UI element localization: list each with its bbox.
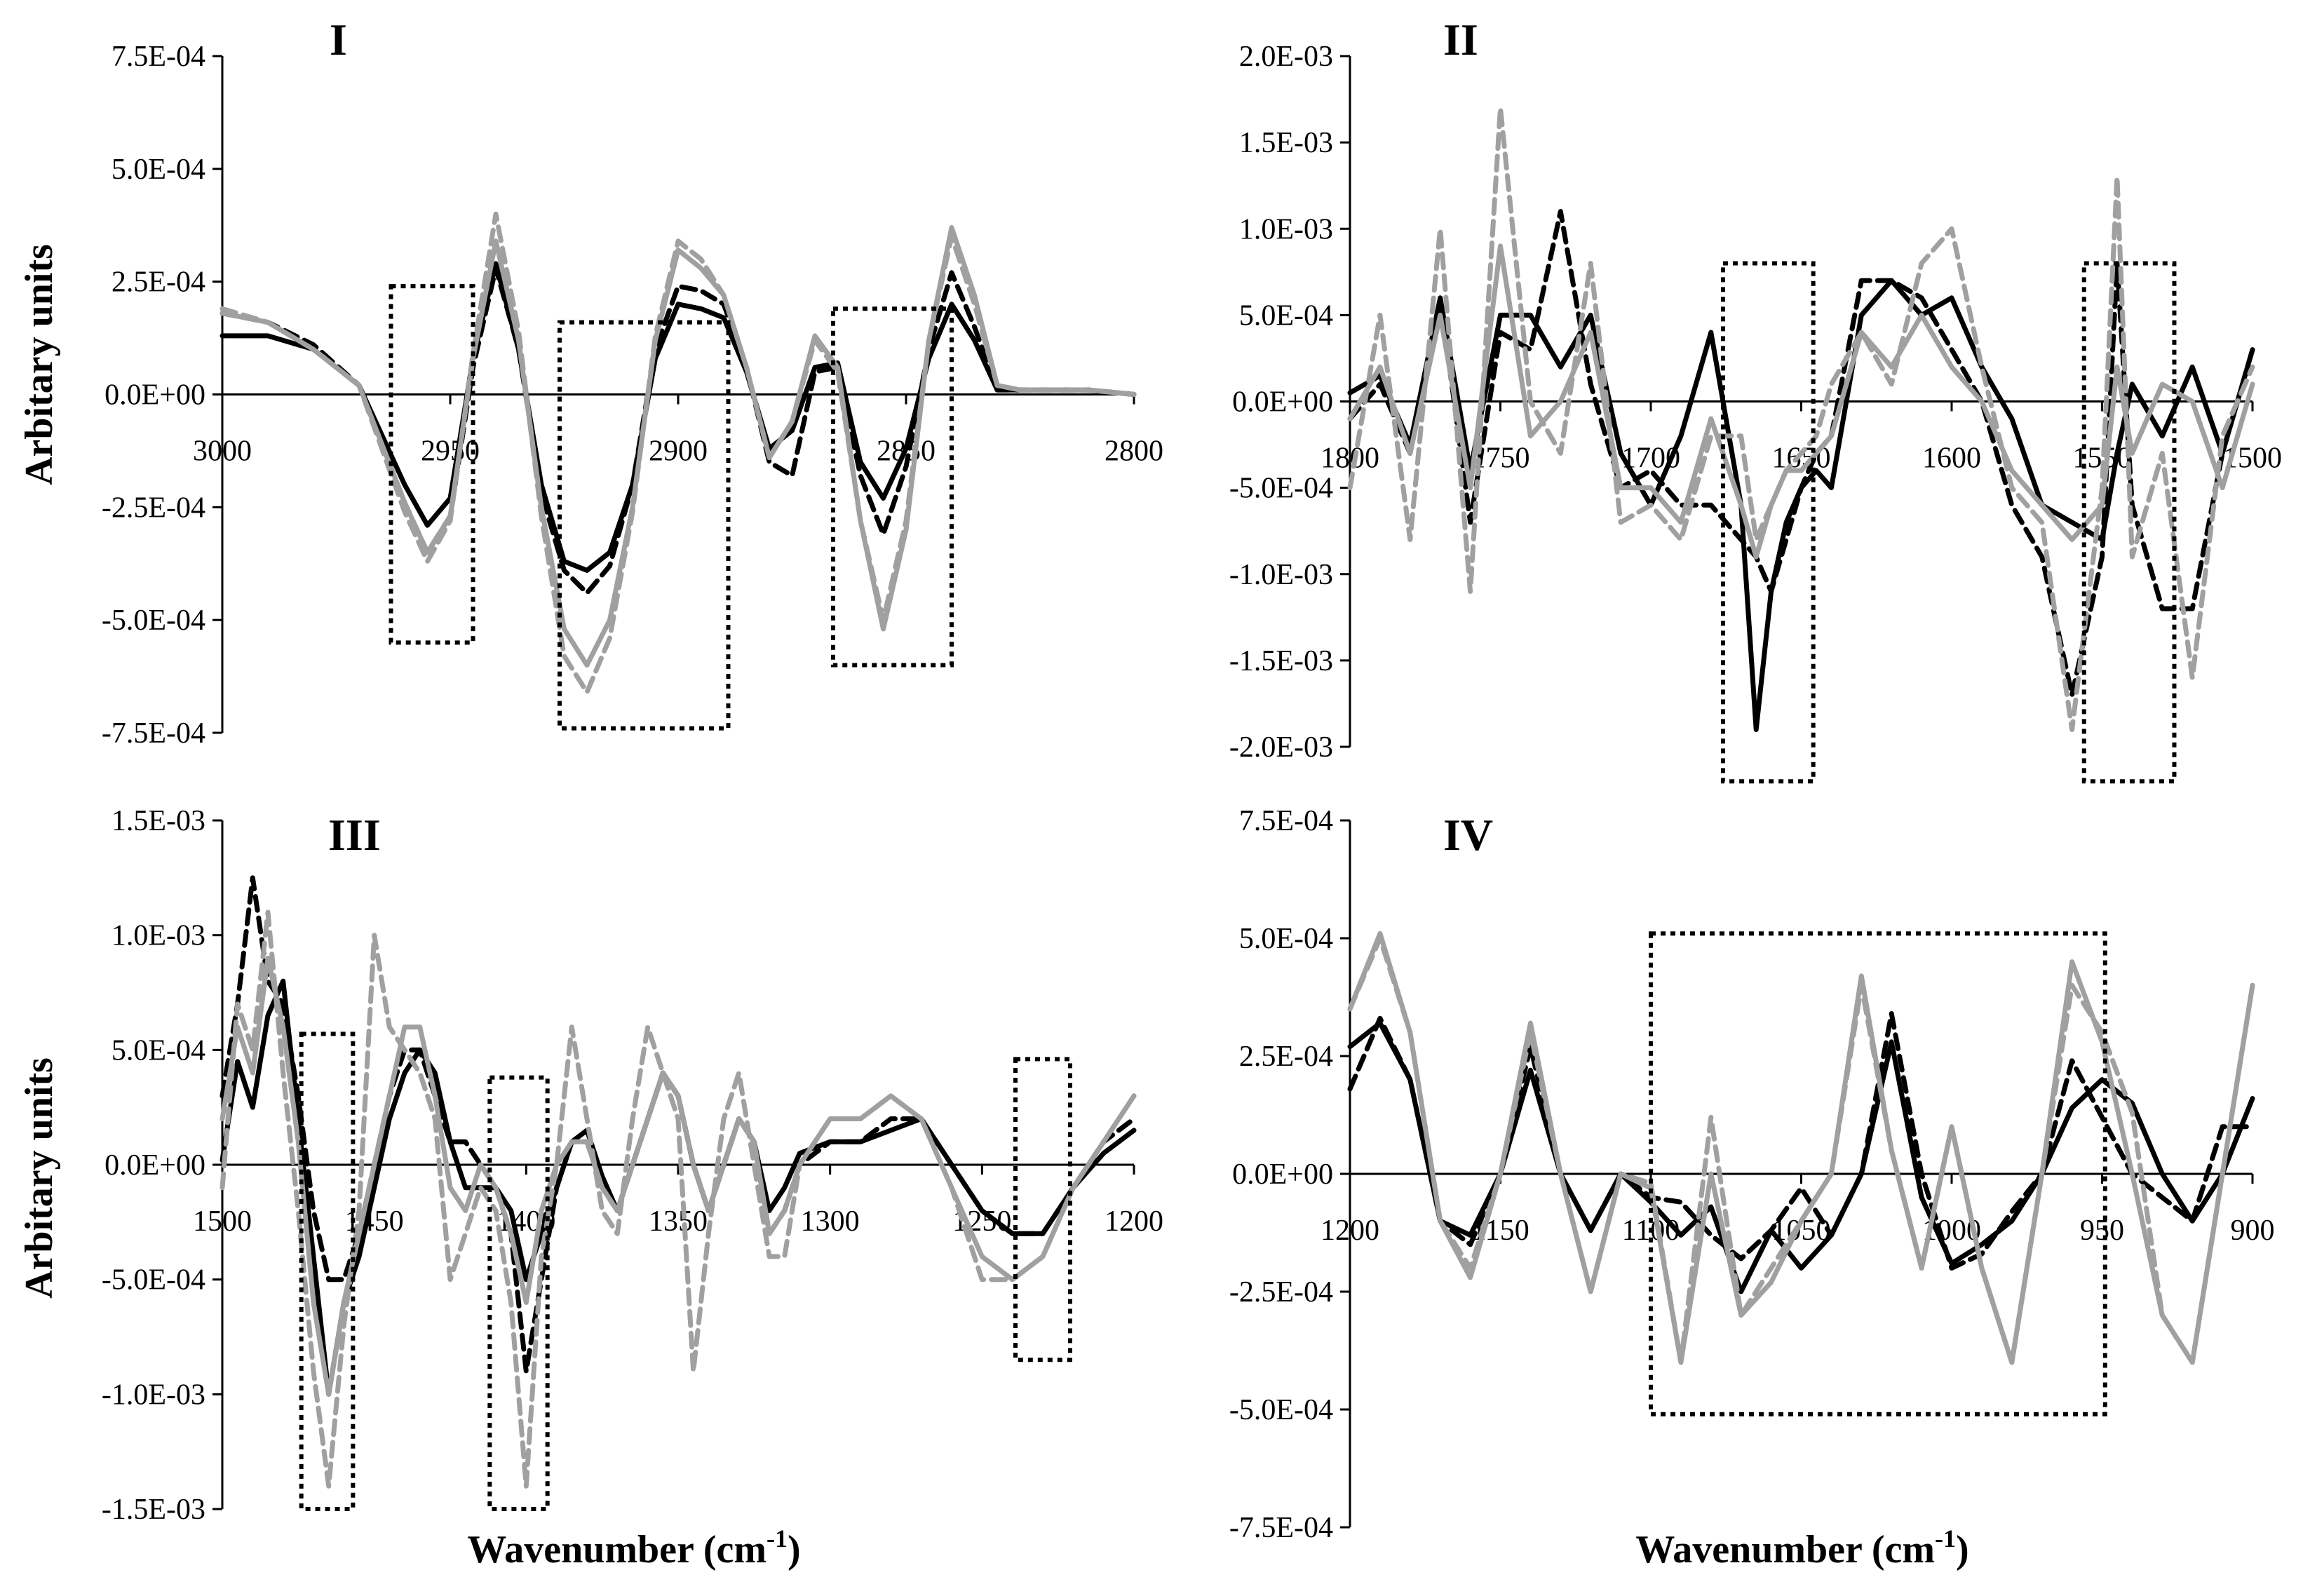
x-tick-label: 900 (2231, 1215, 2275, 1247)
y-tick-label: 0.0E+00 (1232, 386, 1333, 419)
y-tick-label: -5.0E-04 (102, 1264, 205, 1297)
y-tick-label: -5.0E-04 (1229, 473, 1333, 505)
panel-title: I (330, 15, 347, 65)
y-tick-label: -7.5E-04 (102, 717, 205, 750)
y-tick-label: -1.0E-03 (1229, 559, 1333, 591)
series-line-black-solid (1347, 1020, 2255, 1294)
panel-title: IV (1443, 810, 1493, 860)
y-tick-label: 7.5E-04 (1239, 805, 1333, 837)
x-axis-label: Wavenumber (cm-1) (1635, 1524, 1968, 1571)
x-tick-label: 2800 (1105, 435, 1163, 468)
y-axis-label: Arbitary units (18, 244, 61, 485)
x-tick-label: 1500 (193, 1205, 252, 1238)
y-tick-label: 0.0E+00 (104, 379, 205, 412)
x-tick-label: 1300 (801, 1205, 860, 1238)
y-tick-label: -1.0E-03 (102, 1379, 205, 1411)
y-tick-label: 2.5E-04 (1239, 1041, 1333, 1073)
y-axis-label: Arbitary units (18, 1057, 61, 1299)
y-tick-label: -2.0E-03 (1229, 731, 1333, 764)
y-tick-label: 1.0E-03 (112, 920, 205, 952)
x-tick-label: 1200 (1321, 1215, 1379, 1247)
highlight-box (389, 284, 475, 645)
panel-IV: IV Wavenumber (cm-1) 7.5E-04 5.0E-04 2.5E-… (1229, 805, 2275, 1571)
highlight-box (1013, 1057, 1072, 1362)
x-tick-label: 1600 (1922, 442, 1981, 475)
y-tick-label: -1.5E-03 (1229, 645, 1333, 677)
x-tick-label: 2950 (421, 435, 480, 468)
series-line-grey-dashed (1347, 935, 2255, 1365)
y-tick-label: 5.0E-04 (112, 1034, 205, 1067)
series-line-grey-solid (1347, 243, 2255, 560)
panel-I: I Arbitary units 7.5E-04 5.0E-04 2.5E-04 0.… (18, 15, 1163, 750)
x-axis-label: Wavenumber (cm-1) (467, 1524, 800, 1571)
y-tick-label: -2.5E-04 (102, 492, 205, 524)
panel-II: II 2.0E-03 1.5E-03 1.0E-03 5.0E-04 0.0E+00 -5… (1229, 15, 2282, 784)
y-tick-label: 1.5E-03 (112, 805, 205, 837)
highlight-box (558, 320, 731, 731)
series-line-grey-dashed (1347, 105, 2255, 732)
x-tick-label: 950 (2080, 1215, 2124, 1247)
series-line-black-solid (220, 261, 1137, 573)
panel-III: III Arbitary units Wavenumber (cm-1) 1.5… (18, 805, 1163, 1571)
y-tick-label: 5.0E-04 (1239, 923, 1333, 955)
series-line-black-dashed (220, 265, 1137, 596)
y-tick-label: 1.0E-03 (1239, 213, 1333, 245)
y-tick-label: 5.0E-04 (1239, 299, 1333, 332)
y-tick-label: -7.5E-04 (1229, 1512, 1333, 1544)
y-tick-label: 0.0E+00 (1232, 1158, 1333, 1191)
y-tick-label: -5.0E-04 (1229, 1394, 1333, 1426)
panel-title: III (328, 810, 381, 860)
y-tick-label: 0.0E+00 (104, 1149, 205, 1182)
series-line-grey-dashed (220, 909, 1137, 1489)
x-tick-label: 2900 (649, 435, 708, 468)
x-tick-label: 3000 (193, 435, 252, 468)
x-tick-label: 1200 (1105, 1205, 1163, 1238)
y-tick-label: 2.0E-03 (1239, 41, 1333, 73)
y-tick-label: 2.5E-04 (112, 266, 205, 299)
y-tick-label: 5.0E-04 (112, 154, 205, 186)
y-tick-label: -1.5E-03 (102, 1494, 205, 1526)
y-tick-label: 1.5E-03 (1239, 127, 1333, 159)
y-tick-label: 7.5E-04 (112, 41, 205, 73)
highlight-box (299, 1032, 356, 1512)
y-tick-label: -2.5E-04 (1229, 1276, 1333, 1308)
x-tick-label: 1800 (1321, 442, 1379, 475)
panel-title: II (1443, 15, 1478, 65)
series-line-grey-dashed (220, 211, 1137, 695)
x-tick-label: 1350 (649, 1205, 708, 1238)
highlight-box (831, 306, 954, 668)
highlight-box (1649, 931, 2107, 1416)
y-tick-label: -5.0E-04 (102, 604, 205, 637)
